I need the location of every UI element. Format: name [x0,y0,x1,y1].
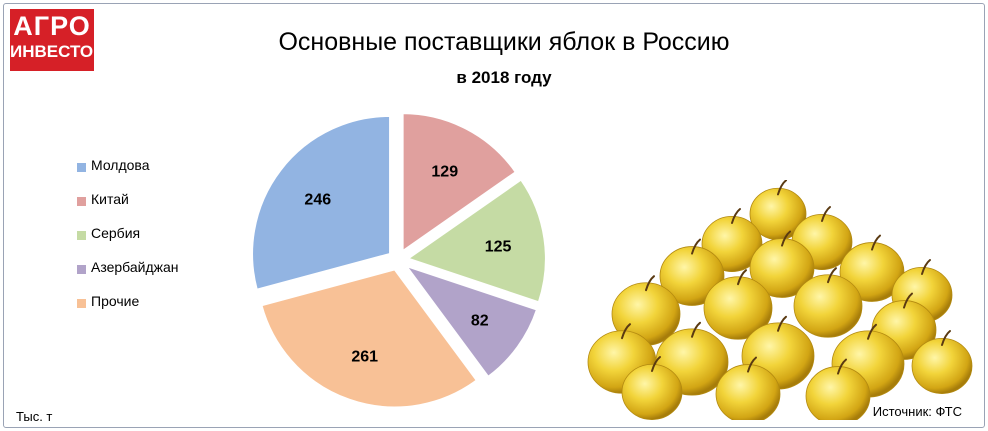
chart-subtitle: в 2018 году [456,68,552,87]
apple-shape [749,230,815,298]
apple-shape [911,330,973,394]
pie-slice-3 [403,263,539,379]
legend-swatch [77,299,86,308]
legend-label: Молдова [91,157,150,173]
pie-slice-4 [260,268,479,409]
pie-slice-value-label: 125 [485,239,512,256]
legend-swatch [77,197,86,206]
apple-shape [703,269,773,340]
legend-label: Китай [91,191,129,207]
apple-shape [793,267,863,338]
legend-label: Прочие [91,293,140,309]
logo-line-1: АГРО [13,11,91,41]
source-label: Источник: ФТС [872,404,962,419]
apple-shape [839,234,905,302]
pie-slice-value-label: 261 [351,348,378,365]
chart-title: Основные поставщики яблок в Россию [278,28,730,56]
apple-shape [715,356,781,420]
chart-frame: АГРО ИНВЕСТОР Основные поставщики яблок … [3,3,985,428]
pie-slice-2 [405,178,547,304]
legend-label: Сербия [91,225,141,241]
logo-line-2: ИНВЕСТОР [10,42,105,61]
apples-illustration [587,180,973,420]
pie-slice-value-label: 129 [431,163,458,180]
pie-slice-1 [401,112,518,254]
pie-chart: 129 125 82 261 246 [251,112,547,409]
pie-slice-5 [251,114,392,291]
unit-label: Тыс. т [16,409,53,424]
pie-slice-value-label: 246 [304,192,331,209]
legend-swatch [77,265,86,274]
apple-shape [659,238,725,306]
legend-swatch [77,231,86,240]
pie-slice-value-label: 82 [471,312,489,329]
agroinvestor-logo: АГРО ИНВЕСТОР [10,9,105,71]
apple-shape [621,356,683,420]
legend-label: Азербайджан [91,259,179,275]
apple-shape [805,358,871,420]
legend-swatch [77,163,86,172]
